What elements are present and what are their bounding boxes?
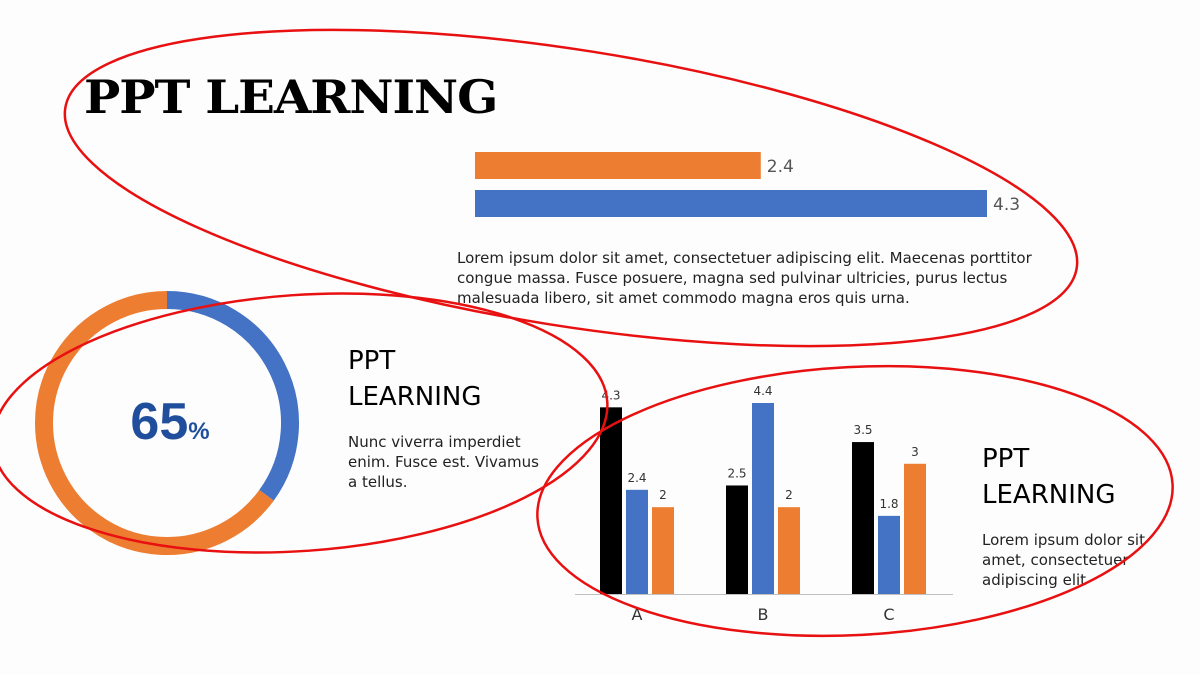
column-B-0 [726, 485, 748, 594]
column-label-C-2: 3 [911, 445, 919, 459]
x-tick-B: B [758, 605, 769, 624]
column-C-2 [904, 463, 926, 594]
hbar-1 [475, 190, 987, 217]
column-label-C-1: 1.8 [879, 497, 898, 511]
left-heading: PPT LEARNING [348, 346, 482, 412]
slide-title: PPT LEARNING [84, 70, 498, 124]
annotation-ellipse-top [63, 28, 1079, 348]
x-tick-A: A [632, 605, 643, 624]
column-label-B-1: 4.4 [753, 384, 772, 398]
column-label-A-2: 2 [659, 488, 667, 502]
column-A-2 [652, 507, 674, 594]
left-description: Nunc viverra imperdiet enim. Fusce est. … [348, 433, 539, 491]
column-A-0 [600, 407, 622, 594]
annotation-ellipse-left [0, 292, 609, 554]
column-label-B-0: 2.5 [727, 466, 746, 480]
column-B-1 [752, 403, 774, 594]
hbar-0 [475, 152, 761, 179]
x-tick-C: C [883, 605, 894, 624]
right-heading: PPT LEARNING [982, 444, 1116, 510]
annotation-ellipse-right [536, 364, 1174, 638]
column-label-C-0: 3.5 [853, 423, 872, 437]
donut-segment-1 [35, 291, 274, 555]
column-B-2 [778, 507, 800, 594]
column-C-0 [852, 442, 874, 594]
donut-center-label: 65% [80, 392, 260, 452]
hbar-label-1: 4.3 [993, 195, 1020, 215]
donut-unit: % [188, 418, 210, 445]
hbar-label-0: 2.4 [767, 157, 794, 177]
column-C-1 [878, 515, 900, 594]
right-description: Lorem ipsum dolor sit amet, consectetuer… [982, 531, 1145, 589]
column-label-B-2: 2 [785, 488, 793, 502]
donut-value: 65 [130, 393, 189, 451]
column-A-1 [626, 489, 648, 594]
column-label-A-1: 2.4 [627, 471, 646, 485]
top-description: Lorem ipsum dolor sit amet, consectetuer… [457, 249, 1032, 307]
